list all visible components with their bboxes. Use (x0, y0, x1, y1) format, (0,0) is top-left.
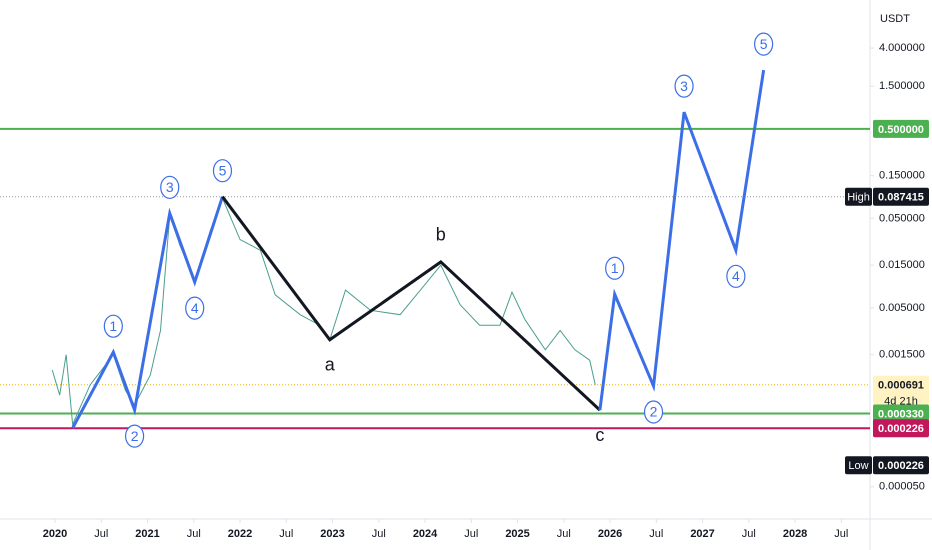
x-tick-label: 2024 (413, 528, 438, 540)
x-tick-label: 2020 (43, 528, 67, 540)
price-tag-bg (873, 375, 929, 410)
wave-label: 3 (166, 179, 174, 195)
wave-label: 4 (191, 300, 199, 316)
x-tick-label: Jul (464, 528, 478, 540)
y-tick-label: 0.000050 (879, 481, 925, 493)
x-tick-label: Jul (372, 528, 386, 540)
x-tick-label: 2023 (320, 528, 344, 540)
series-line (51, 196, 596, 427)
y-tick-label: 0.005000 (879, 302, 925, 314)
price-tag-name-bg (845, 187, 872, 206)
x-tick-label: Jul (279, 528, 293, 540)
y-tick-label: 1.500000 (879, 80, 925, 92)
wave-label-circle (754, 32, 774, 56)
wave-label-circle (674, 74, 694, 98)
price-tag-name-bg (845, 456, 872, 475)
wave-label-circle (160, 175, 180, 199)
x-tick-label: Jul (187, 528, 201, 540)
wave-label-circle (643, 400, 664, 424)
wave-label-circle (103, 314, 123, 338)
series-line (598, 69, 766, 411)
wave-label-circle (185, 296, 205, 320)
price-tag-bg (873, 456, 929, 475)
x-tick-label: Jul (557, 528, 571, 540)
price-tag-bg (873, 404, 929, 423)
y-tick-label: 0.150000 (879, 170, 925, 182)
currency-label: USDT (880, 13, 910, 25)
series-line (221, 195, 601, 412)
x-tick-label: 2021 (135, 528, 159, 540)
x-tick-label: Jul (649, 528, 663, 540)
wave-label: b (436, 225, 446, 245)
wave-label: 1 (611, 260, 619, 276)
wave-label: 5 (760, 36, 768, 52)
y-tick-label: 4.000000 (879, 42, 925, 54)
price-tag-value: 0.000226 (878, 460, 924, 472)
x-tick-label: 2028 (783, 528, 807, 540)
x-tick-label: 2025 (505, 528, 529, 540)
price-tag-bg (873, 119, 929, 138)
wave-label: 5 (219, 162, 227, 178)
x-tick-label: 2022 (228, 528, 252, 540)
price-tag-bg (873, 187, 929, 206)
price-tag-value: 0.087415 (878, 192, 924, 204)
wave-label-circle (212, 159, 233, 183)
wave-label: 3 (680, 78, 688, 94)
wave-label: 2 (650, 404, 658, 420)
wave-label: a (325, 355, 336, 375)
price-tag-value: 0.000691 (878, 380, 924, 392)
wave-label-circle (605, 256, 625, 280)
price-tag-value: 0.000226 (878, 423, 924, 435)
price-tag-name: High (847, 192, 870, 204)
wave-label: c (595, 425, 604, 445)
wave-label: 1 (109, 318, 117, 334)
x-tick-label: Jul (94, 528, 108, 540)
y-tick-label: 0.015000 (879, 259, 925, 271)
price-tag-bg (873, 419, 929, 438)
y-tick-label: 0.050000 (879, 212, 925, 224)
x-tick-label: Jul (742, 528, 756, 540)
wave-label-circle (124, 424, 145, 448)
wave-label: 4 (732, 268, 740, 284)
x-tick-label: 2026 (598, 528, 622, 540)
price-tag-value: 0.500000 (878, 124, 924, 136)
wave-label-circle (726, 264, 746, 288)
x-tick-label: Jul (834, 528, 848, 540)
series-line (71, 196, 224, 429)
y-tick-label: 0.001500 (879, 349, 925, 361)
x-tick-label: 2027 (690, 528, 714, 540)
price-tag-name: Low (848, 460, 868, 472)
price-tag-value: 0.000330 (878, 408, 924, 420)
wave-label: 2 (131, 428, 139, 444)
